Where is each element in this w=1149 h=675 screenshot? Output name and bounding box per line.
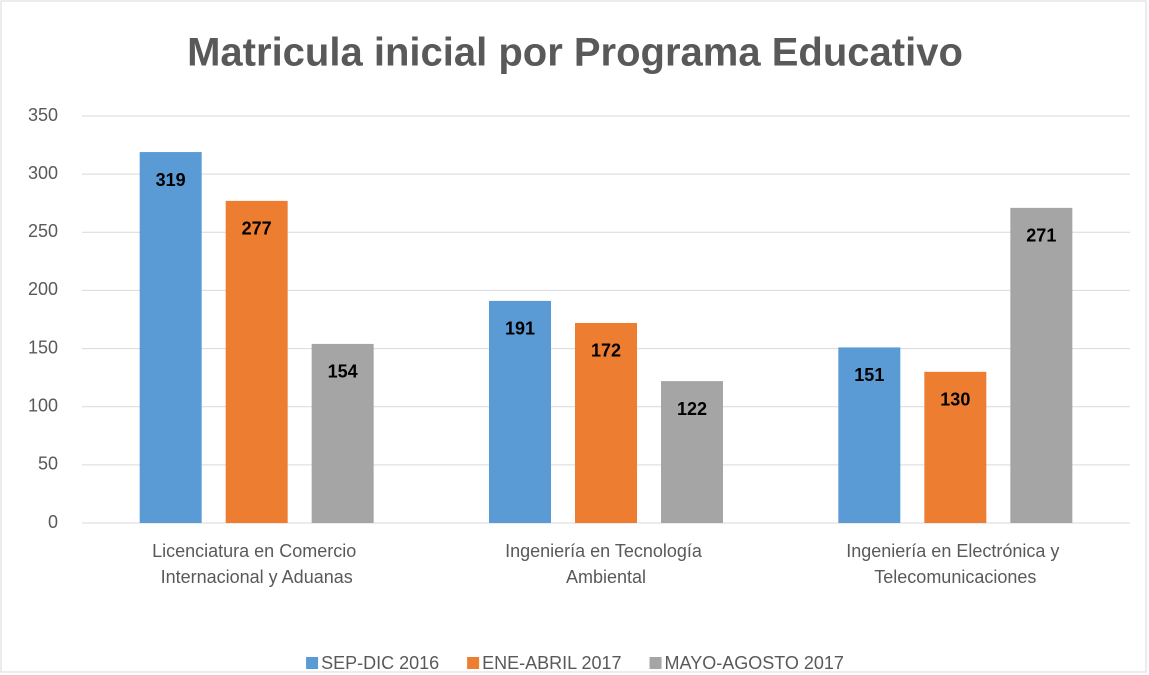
legend-swatch [649,657,662,669]
bar [1010,207,1073,523]
y-tick-label: 250 [28,221,58,241]
x-tick-label: Ingeniería en Tecnología Ambiental [505,541,707,587]
bar [311,343,374,523]
value-label: 122 [677,399,707,419]
value-label: 154 [328,362,358,382]
value-label: 271 [1026,226,1056,246]
legend: SEP-DIC 2016 ENE-ABRIL 2017 MAYO-AGOSTO 20… [306,653,844,673]
value-label: 319 [156,170,186,190]
value-label: 277 [242,219,272,239]
bar [838,347,901,523]
y-tick-label: 200 [28,279,58,299]
value-label: 151 [854,365,884,385]
bar [575,322,637,523]
value-label: 172 [591,341,621,361]
y-tick-label: 300 [28,163,58,183]
y-tick-label: 50 [38,454,58,474]
x-tick-label: Ingeniería en Electrónica y Telecomunica… [846,541,1064,587]
x-tick-label: Licenciatura en Comercio Internacional y… [152,541,361,587]
legend-label: ENE-ABRIL 2017 [482,653,621,673]
y-tick-label: 0 [48,512,58,532]
bar [225,200,288,524]
y-tick-label: 100 [28,395,58,415]
bar [489,300,551,523]
bar [661,381,723,523]
value-label: 191 [505,319,535,339]
bar [139,152,202,523]
legend-label: SEP-DIC 2016 [321,653,439,673]
bar [924,371,987,523]
y-tick-label: 350 [28,105,58,125]
chart-title: Matricula inicial por Programa Educativo [187,31,963,75]
value-label: 130 [940,390,970,410]
legend-swatch [306,657,319,669]
y-tick-label: 150 [28,337,58,357]
legend-label: MAYO-AGOSTO 2017 [665,653,844,673]
legend-swatch [467,657,480,669]
